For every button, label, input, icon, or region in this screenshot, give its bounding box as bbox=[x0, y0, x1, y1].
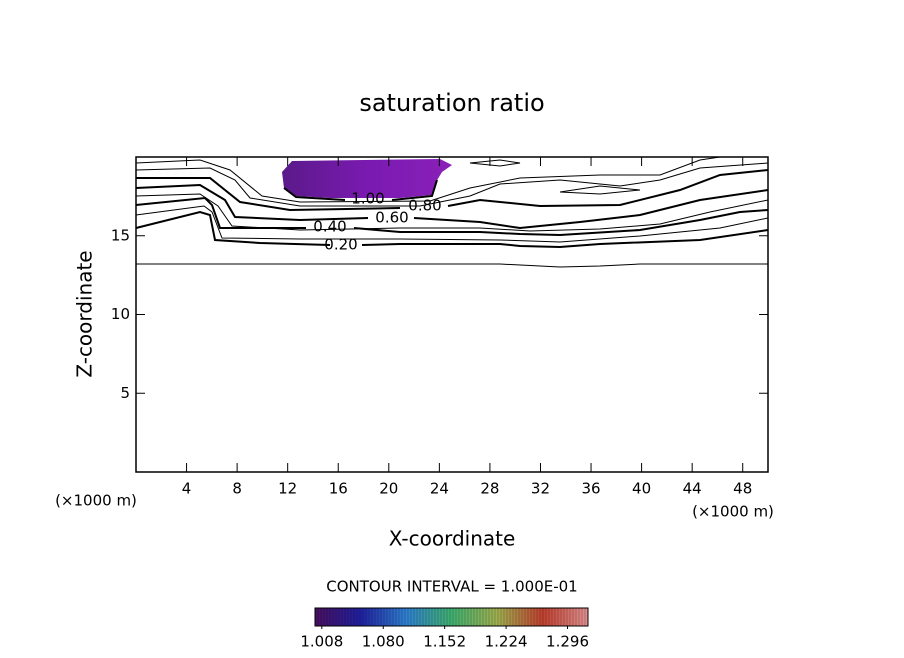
x-tick-label: 20 bbox=[379, 480, 398, 498]
x-tick-label: 4 bbox=[182, 480, 192, 498]
contour-line bbox=[135, 196, 769, 237]
contour-line bbox=[135, 156, 721, 203]
colorbar-tick-label: 1.224 bbox=[485, 633, 528, 651]
x-tick-label: 8 bbox=[232, 480, 242, 498]
contour-label: 1.00 bbox=[351, 190, 384, 208]
x-tick-label: 16 bbox=[329, 480, 348, 498]
contour-line bbox=[135, 183, 769, 230]
colorbar-tick-label: 1.080 bbox=[362, 633, 405, 651]
x-tick-label: 12 bbox=[278, 480, 297, 498]
x-tick-label: 28 bbox=[480, 480, 499, 498]
x-axis-label: X-coordinate bbox=[389, 527, 516, 551]
contour-line bbox=[136, 263, 768, 268]
filled-region bbox=[282, 159, 452, 198]
contour-line bbox=[136, 169, 769, 212]
contour-line bbox=[469, 159, 521, 167]
chart-title: saturation ratio bbox=[359, 89, 544, 117]
contour-label: 0.80 bbox=[408, 197, 441, 215]
x-tick-label: 32 bbox=[531, 480, 550, 498]
x-tick-label: 36 bbox=[581, 480, 600, 498]
x-tick-label: 48 bbox=[733, 480, 752, 498]
colorbar-tick-label: 1.008 bbox=[300, 633, 343, 651]
contour-line bbox=[135, 193, 769, 232]
contour-label: 0.20 bbox=[324, 236, 357, 254]
contour-line bbox=[135, 162, 769, 207]
x-tick-label: 44 bbox=[683, 480, 702, 498]
colorbar bbox=[314, 607, 589, 627]
colorbar-tick-label: 1.296 bbox=[546, 633, 589, 651]
contour-info: CONTOUR INTERVAL = 1.000E-01 bbox=[326, 578, 577, 596]
contour-line bbox=[135, 205, 769, 243]
x-tick-label: 40 bbox=[632, 480, 651, 498]
y-tick-label: 5 bbox=[120, 384, 130, 402]
x-tick-label: 24 bbox=[430, 480, 449, 498]
x-unit-label: (×1000 m) bbox=[692, 503, 774, 521]
x-unit-label: (×1000 m) bbox=[55, 492, 137, 510]
contour-line bbox=[135, 210, 769, 249]
y-axis-label: Z-coordinate bbox=[73, 250, 97, 377]
y-tick-label: 15 bbox=[111, 226, 130, 244]
colorbar-tick-label: 1.152 bbox=[423, 633, 466, 651]
contour-line bbox=[559, 185, 641, 195]
contour-line bbox=[283, 179, 438, 201]
contour-label: 0.40 bbox=[313, 218, 346, 236]
y-tick-label: 10 bbox=[111, 305, 130, 323]
contour-label: 0.60 bbox=[375, 209, 408, 227]
